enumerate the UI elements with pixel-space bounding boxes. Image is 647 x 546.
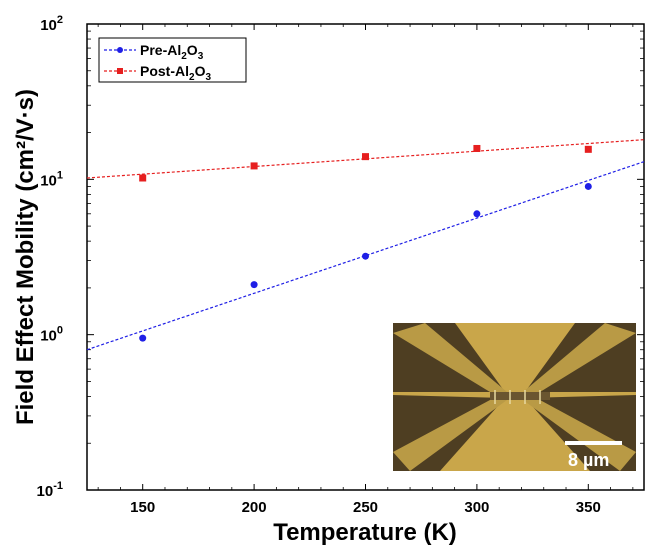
y-axis-title: Field Effect Mobility (cm²/V·s) xyxy=(12,89,39,425)
y-tick-label: 102 xyxy=(40,14,63,34)
y-tick-label: 10-1 xyxy=(37,480,63,500)
inset-micrograph: 8 µm xyxy=(393,323,636,471)
x-tick-label: 300 xyxy=(464,499,489,516)
legend-label-post: Post-Al2O3 xyxy=(140,63,211,83)
x-axis-title: Temperature (K) xyxy=(273,519,457,546)
inset-electrode xyxy=(523,323,636,392)
legend-marker-pre xyxy=(117,47,123,53)
data-point-pre xyxy=(250,281,258,289)
data-point-pre xyxy=(473,210,481,218)
inset-channel xyxy=(490,392,550,400)
x-tick-label: 150 xyxy=(130,499,155,516)
y-tick-label: 101 xyxy=(40,169,63,189)
fit-line-pre xyxy=(86,161,645,351)
legend-marker-post xyxy=(117,68,123,74)
data-point-post xyxy=(362,153,369,161)
data-points xyxy=(139,144,592,342)
x-tick-label: 250 xyxy=(353,499,378,516)
y-tick-label: 100 xyxy=(40,325,63,345)
data-point-post xyxy=(584,145,592,153)
data-point-post xyxy=(250,162,258,170)
y-tick-labels: 10-1 100 101 102 xyxy=(37,14,63,500)
fit-line-post xyxy=(86,139,645,179)
fit-lines xyxy=(86,139,645,351)
data-point-post xyxy=(473,144,481,152)
inset-electrode xyxy=(393,323,507,392)
legend: Pre-Al2O3 Post-Al2O3 xyxy=(98,37,247,83)
scale-bar-label: 8 µm xyxy=(568,450,609,470)
x-tick-label: 350 xyxy=(576,499,601,516)
axis-ticks xyxy=(87,23,644,491)
inset-electrode xyxy=(523,400,636,471)
data-point-pre xyxy=(362,252,369,260)
data-point-pre xyxy=(139,334,147,342)
legend-box xyxy=(98,37,247,83)
data-point-pre xyxy=(584,182,592,190)
scale-bar xyxy=(565,441,622,445)
x-tick-labels: 150 200 250 300 350 xyxy=(130,499,601,516)
x-tick-label: 200 xyxy=(242,499,267,516)
data-point-post xyxy=(139,174,147,182)
inset-electrode xyxy=(393,400,507,471)
legend-label-pre: Pre-Al2O3 xyxy=(140,42,204,62)
